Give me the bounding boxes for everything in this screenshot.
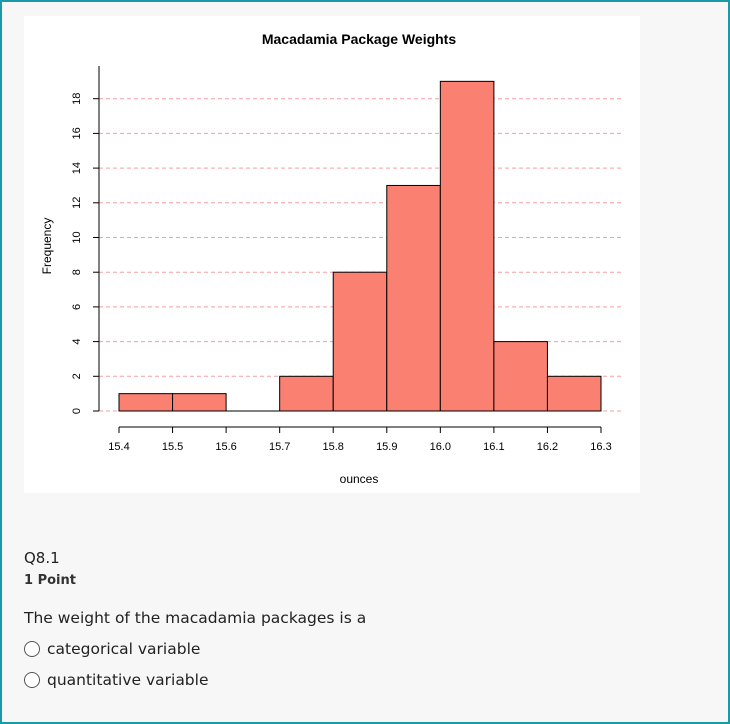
- option-quantitative[interactable]: quantitative variable: [24, 671, 209, 689]
- y-axis-label: Frequency: [40, 218, 54, 275]
- option-label: quantitative variable: [47, 671, 209, 689]
- y-tick-label: 18: [71, 93, 83, 105]
- x-tick-label: 15.5: [162, 441, 183, 453]
- y-tick-label: 8: [71, 269, 83, 275]
- histogram-bar: [172, 393, 227, 412]
- y-tick-label: 16: [71, 127, 83, 139]
- histogram-bar: [118, 393, 174, 412]
- radio-button[interactable]: [24, 641, 40, 657]
- x-axis-label: ounces: [340, 472, 379, 486]
- y-tick-label: 6: [71, 304, 83, 310]
- x-tick-label: 16.1: [483, 441, 504, 453]
- question-text: The weight of the macadamia packages is …: [24, 609, 367, 627]
- x-tick-label: 16.3: [590, 441, 611, 453]
- y-tick-label: 2: [71, 373, 83, 379]
- histogram-bar: [279, 375, 334, 412]
- histogram-bar: [386, 184, 441, 412]
- radio-button[interactable]: [24, 672, 40, 688]
- x-tick-label: 16.0: [430, 441, 451, 453]
- histogram-bar: [332, 271, 388, 412]
- option-categorical[interactable]: categorical variable: [24, 640, 200, 658]
- y-tick-label: 4: [71, 339, 83, 345]
- chart-title: Macadamia Package Weights: [262, 31, 456, 47]
- histogram-chart: 0 2 4 6 8 10 12 14 16 18 15.4 15.5 15.6 15.7 15.8 15.9…: [40, 31, 624, 486]
- x-tick-label: 15.8: [323, 441, 344, 453]
- y-tick-label: 0: [71, 408, 83, 414]
- option-label: categorical variable: [47, 640, 201, 658]
- histogram-bar: [439, 80, 495, 412]
- x-tick-label: 15.6: [215, 441, 236, 453]
- y-tick-label: 14: [71, 162, 83, 174]
- x-tick-label: 15.9: [376, 441, 397, 453]
- histogram-figure: 0 2 4 6 8 10 12 14 16 18 15.4 15.5 15.6 15.7 15.8 15.9…: [24, 16, 640, 493]
- question-number: Q8.1: [24, 549, 60, 567]
- x-tick-label: 16.2: [537, 441, 558, 453]
- histogram-bar: [546, 375, 602, 412]
- y-tick-label: 12: [71, 197, 83, 209]
- y-tick-label: 10: [71, 231, 83, 243]
- x-tick-label: 15.7: [269, 441, 290, 453]
- histogram-bar: [493, 341, 548, 412]
- x-tick-label: 15.4: [108, 441, 129, 453]
- question-points: 1 Point: [24, 573, 76, 588]
